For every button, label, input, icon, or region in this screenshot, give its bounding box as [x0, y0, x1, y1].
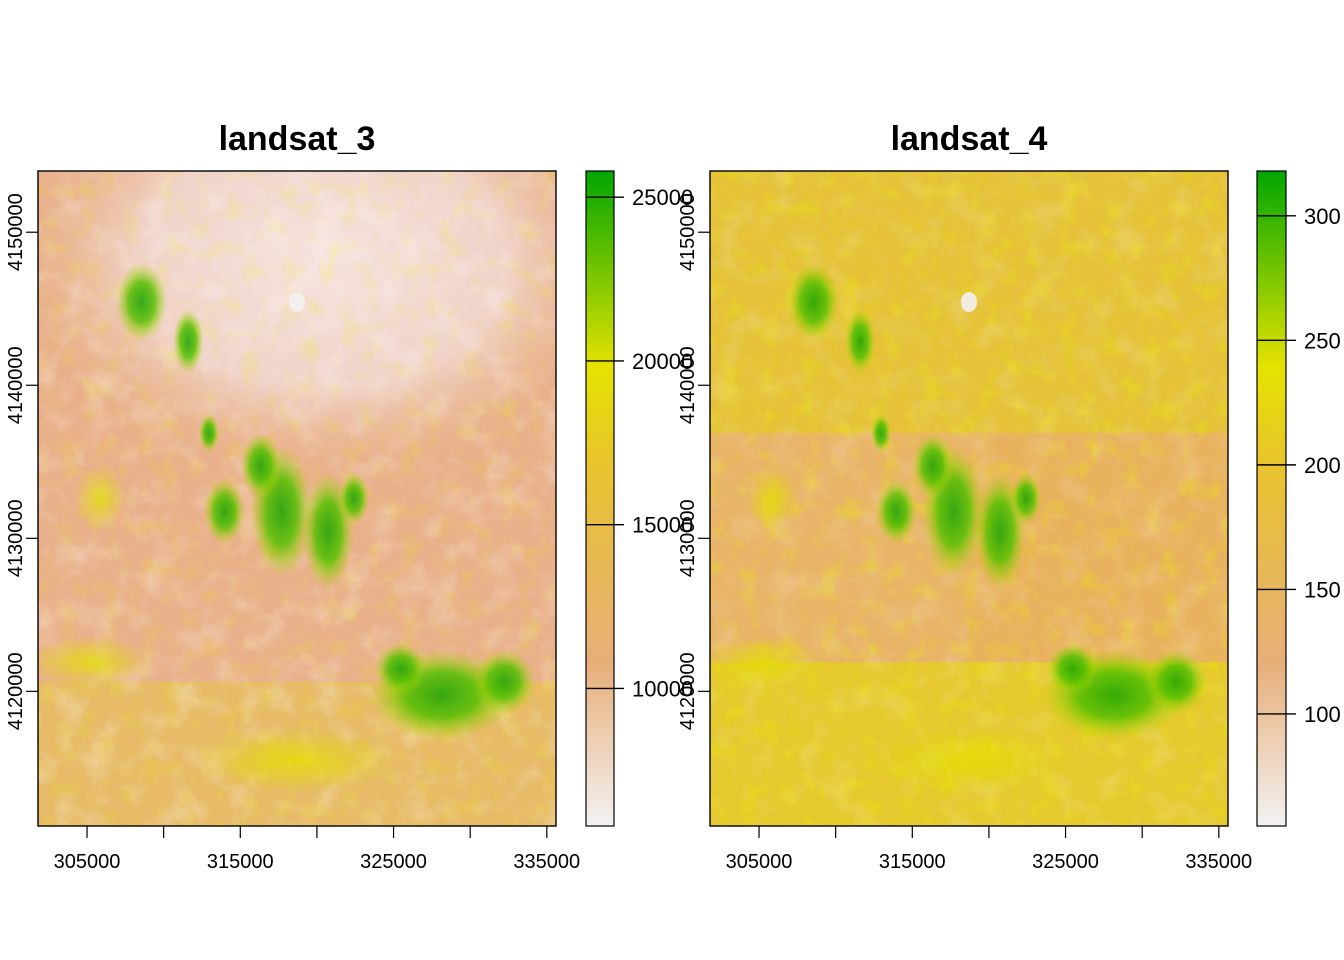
color-legend: 100 150 200 250 300 [1256, 170, 1341, 827]
y-tick-label: 4130000 [5, 499, 27, 577]
x-tick-label: 335000 [1185, 851, 1252, 873]
panel-landsat_3: 305000 315000 325000 335000 4120000 4130000 41… [5, 120, 693, 873]
color-legend: 10000 15000 20000 25000 [585, 170, 693, 827]
raster-image [710, 171, 1228, 826]
y-tick-label: 4120000 [5, 652, 27, 730]
x-tick-label: 315000 [879, 851, 946, 873]
map-frame [37, 170, 557, 827]
legend-tick-label: 100 [1304, 702, 1341, 727]
y-tick-label: 4130000 [677, 499, 699, 577]
legend-tick-label: 200 [1304, 453, 1341, 478]
y-tick-label: 4120000 [677, 652, 699, 730]
panel-landsat_4: 305000 315000 325000 335000 4120000 4130000 41… [677, 120, 1341, 873]
raster-image [38, 171, 556, 826]
legend-tick-label: 150 [1304, 577, 1341, 602]
x-tick-label: 325000 [1032, 851, 1099, 873]
x-tick-label: 335000 [513, 851, 580, 873]
legend-tick-label: 10000 [632, 676, 693, 701]
x-tick-label: 305000 [54, 851, 121, 873]
x-tick-label: 325000 [360, 851, 427, 873]
map-frame [709, 170, 1229, 827]
legend-tick-label: 25000 [632, 185, 693, 210]
panel-title: landsat_3 [219, 120, 376, 158]
x-tick-label: 305000 [726, 851, 793, 873]
panel-title: landsat_4 [891, 120, 1048, 158]
y-tick-label: 4150000 [677, 193, 699, 271]
legend-tick-label: 250 [1304, 328, 1341, 353]
legend-tick-label: 15000 [632, 513, 693, 538]
legend-colorbar [585, 170, 615, 827]
legend-tick-label: 300 [1304, 204, 1341, 229]
y-tick-label: 4150000 [5, 193, 27, 271]
legend-colorbar [1256, 170, 1287, 827]
legend-tick-label: 20000 [632, 349, 693, 374]
y-tick-label: 4140000 [5, 346, 27, 424]
y-tick-label: 4140000 [677, 346, 699, 424]
x-tick-label: 315000 [207, 851, 274, 873]
